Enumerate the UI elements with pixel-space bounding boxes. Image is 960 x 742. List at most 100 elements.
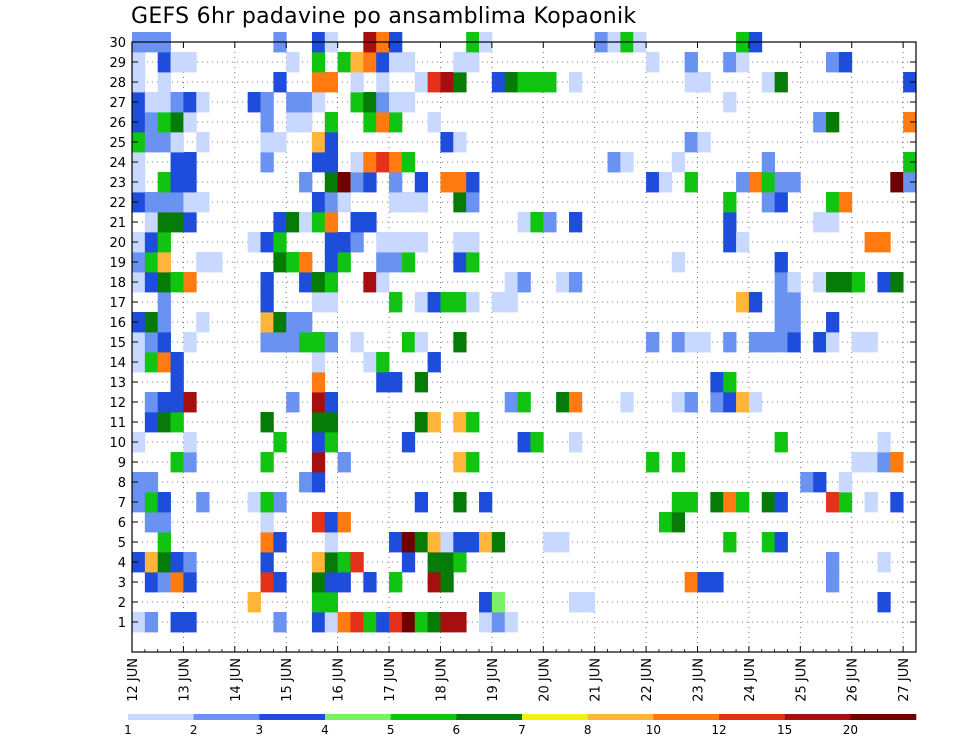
heatmap-cell bbox=[273, 532, 287, 553]
heatmap-cell bbox=[157, 192, 171, 213]
heatmap-cell bbox=[838, 472, 853, 493]
heatmap-cell bbox=[157, 552, 171, 573]
heatmap-cell bbox=[401, 432, 416, 453]
heatmap-cell bbox=[453, 452, 467, 473]
heatmap-cell bbox=[556, 272, 570, 293]
heatmap-cell bbox=[401, 92, 416, 113]
heatmap-cell bbox=[427, 612, 441, 633]
heatmap-cell bbox=[453, 132, 467, 153]
heatmap-cell bbox=[414, 72, 429, 93]
heatmap-cell bbox=[311, 192, 326, 213]
colorbar-label: 8 bbox=[584, 723, 592, 737]
heatmap-cell bbox=[684, 392, 698, 413]
y-tick-label: 25 bbox=[109, 136, 126, 151]
y-tick-label: 6 bbox=[118, 516, 126, 531]
heatmap-cell bbox=[774, 332, 788, 353]
heatmap-cell bbox=[144, 232, 159, 253]
heatmap-cell bbox=[144, 352, 159, 373]
heatmap-cell bbox=[183, 452, 197, 473]
y-tick-label: 26 bbox=[109, 116, 126, 131]
heatmap-cell bbox=[170, 112, 184, 133]
heatmap-cell bbox=[774, 252, 788, 273]
heatmap-cell bbox=[761, 152, 776, 173]
heatmap-cell bbox=[144, 192, 159, 213]
heatmap-cell bbox=[826, 312, 840, 333]
heatmap-cell bbox=[350, 92, 364, 113]
x-tick-label: 13 JUN bbox=[177, 658, 192, 702]
y-tick-label: 20 bbox=[109, 236, 126, 251]
heatmap-cell bbox=[311, 412, 326, 433]
heatmap-cell bbox=[132, 312, 146, 333]
heatmap-cell bbox=[170, 52, 184, 73]
heatmap-cell bbox=[132, 112, 146, 133]
heatmap-cell bbox=[543, 212, 557, 233]
heatmap-cell bbox=[723, 372, 737, 393]
heatmap-cell bbox=[838, 52, 853, 73]
heatmap-cell bbox=[787, 332, 801, 353]
heatmap-cell bbox=[453, 172, 467, 193]
heatmap-cell bbox=[247, 232, 261, 253]
heatmap-cell bbox=[646, 172, 660, 193]
heatmap-cell bbox=[479, 592, 493, 613]
heatmap-cell bbox=[646, 52, 660, 73]
heatmap-cell bbox=[209, 252, 223, 273]
heatmap-cell bbox=[479, 612, 493, 633]
y-tick-label: 14 bbox=[109, 356, 126, 371]
colorbar-swatch bbox=[522, 714, 588, 720]
y-tick-label: 23 bbox=[109, 176, 126, 191]
heatmap-cell bbox=[376, 92, 390, 113]
heatmap-cell bbox=[324, 72, 339, 93]
heatmap-cell bbox=[658, 512, 673, 533]
heatmap-cell bbox=[144, 472, 159, 493]
heatmap-cell bbox=[890, 272, 904, 293]
x-tick-label: 27 JUN bbox=[897, 658, 912, 702]
heatmap-cell bbox=[350, 72, 364, 93]
heatmap-cell bbox=[311, 392, 326, 413]
heatmap-cell bbox=[132, 192, 146, 213]
heatmap-cell bbox=[466, 192, 480, 213]
heatmap-cell bbox=[530, 72, 544, 93]
heatmap-cell bbox=[157, 232, 171, 253]
heatmap-cell bbox=[401, 552, 416, 573]
heatmap-cell bbox=[144, 612, 159, 633]
heatmap-cell bbox=[183, 552, 197, 573]
y-tick-label: 4 bbox=[118, 556, 126, 571]
heatmap-cell bbox=[787, 172, 801, 193]
heatmap-cell bbox=[324, 172, 339, 193]
heatmap-cell bbox=[389, 372, 403, 393]
colorbar-swatch bbox=[587, 714, 654, 720]
heatmap-cell bbox=[132, 492, 146, 513]
heatmap-cell bbox=[363, 92, 377, 113]
heatmap-cell bbox=[736, 392, 750, 413]
heatmap-cell bbox=[286, 252, 300, 273]
heatmap-cell bbox=[157, 272, 171, 293]
heatmap-cell bbox=[260, 492, 274, 513]
heatmap-cell bbox=[710, 372, 724, 393]
heatmap-cell bbox=[311, 592, 326, 613]
heatmap-cell bbox=[466, 452, 480, 473]
heatmap-cell bbox=[376, 52, 390, 73]
heatmap-cell bbox=[414, 172, 429, 193]
heatmap-cell bbox=[324, 412, 339, 433]
heatmap-cell bbox=[723, 52, 737, 73]
heatmap-cell bbox=[260, 552, 274, 573]
heatmap-cell bbox=[658, 172, 673, 193]
heatmap-cell bbox=[260, 292, 274, 313]
heatmap-cell bbox=[748, 392, 763, 413]
heatmap-cell bbox=[826, 272, 840, 293]
heatmap-cell bbox=[170, 212, 184, 233]
heatmap-cell bbox=[273, 572, 287, 593]
heatmap-cell bbox=[363, 52, 377, 73]
y-tick-label: 21 bbox=[109, 216, 126, 231]
heatmap-cell bbox=[736, 232, 750, 253]
heatmap-cell bbox=[196, 92, 210, 113]
heatmap-cell bbox=[363, 212, 377, 233]
colorbar-label: 2 bbox=[190, 723, 198, 737]
heatmap-cell bbox=[286, 312, 300, 333]
x-tick-label: 24 JUN bbox=[743, 658, 758, 702]
heatmap-cell bbox=[311, 352, 326, 373]
heatmap-cell bbox=[273, 332, 287, 353]
heatmap-cell bbox=[157, 492, 171, 513]
heatmap-cell bbox=[826, 552, 840, 573]
heatmap-cell bbox=[466, 252, 480, 273]
